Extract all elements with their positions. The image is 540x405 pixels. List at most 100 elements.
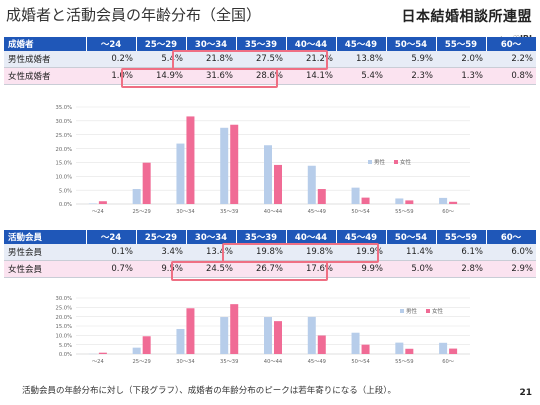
column-header: 25～29: [136, 230, 187, 244]
bar-female: [142, 336, 151, 354]
y-tick-label: 30.0%: [56, 296, 73, 302]
table-cell: 21.8%: [186, 51, 236, 68]
table-cell: 24.5%: [186, 260, 236, 278]
y-tick-label: 0.0%: [59, 352, 72, 358]
bar-female: [98, 352, 107, 354]
bar-female: [449, 348, 458, 354]
x-tick-label: 40～44: [264, 359, 283, 365]
bar-female: [186, 308, 195, 354]
married-age-bar-chart: 0.0% 5.0% 10.0% 15.0% 20.0% 25.0% 30.0% 35.0% ～2…: [56, 105, 470, 215]
married-age-table: 成婚者 ～24 25～29 30～34 35～39 40～44 45～49 50…: [4, 37, 537, 85]
table-cell: 9.5%: [136, 260, 186, 278]
column-header: 50～54: [386, 230, 437, 244]
y-tick-label: 0.0%: [59, 202, 72, 208]
x-tick-label: 30～34: [176, 209, 195, 215]
legend-label-female: 女性: [432, 307, 444, 315]
table-cell: 11.4%: [386, 244, 436, 261]
y-tick-label: 5.0%: [59, 188, 72, 194]
bar-male: [395, 342, 404, 354]
y-tick-label: 30.0%: [56, 119, 73, 125]
legend-swatch-male: [400, 309, 404, 313]
table-row-female: 女性会員 0.7% 9.5% 24.5% 26.7% 17.6% 9.9% 5.…: [4, 260, 536, 278]
x-tick-label: 45～49: [308, 359, 326, 365]
x-tick-label: 55～59: [395, 209, 413, 215]
bar-male: [439, 342, 448, 354]
bar-female: [317, 335, 326, 354]
table-cell: 26.7%: [236, 260, 286, 278]
table-cell: 9.9%: [336, 260, 386, 278]
table-cell: 31.6%: [186, 67, 236, 85]
table-cell: 19.8%: [236, 244, 286, 261]
bar-male: [351, 332, 360, 354]
table-cell: 0.8%: [486, 67, 536, 85]
column-header: 25～29: [136, 37, 187, 51]
bar-female: [449, 201, 458, 204]
bar-female: [142, 162, 151, 204]
table-cell: 27.5%: [236, 51, 286, 68]
table-cell: 5.9%: [386, 51, 436, 68]
y-tick-label: 5.0%: [59, 343, 72, 349]
bar-male: [88, 203, 97, 204]
legend-label-male: 男性: [374, 158, 386, 166]
legend-swatch-female: [394, 160, 398, 164]
page-number: 21: [519, 388, 532, 398]
table-cell: 0.7%: [86, 260, 136, 278]
y-tick-label: 15.0%: [56, 324, 73, 330]
x-tick-label: 35～39: [220, 209, 238, 215]
table-cell: 14.1%: [286, 67, 336, 85]
table-cell: 14.9%: [136, 67, 186, 85]
member-age-bar-chart: 0.0% 5.0% 10.0% 15.0% 20.0% 25.0% 30.0% ～24 25～2…: [56, 296, 470, 365]
table-cell: 6.1%: [436, 244, 486, 261]
column-header: 30～34: [186, 37, 237, 51]
bar-female: [274, 321, 282, 354]
bar-female: [230, 124, 239, 204]
x-tick-label: 60～: [442, 359, 454, 365]
column-header: 45～49: [336, 230, 387, 244]
logo-text: 日本結婚相談所連盟: [401, 9, 532, 25]
bar-male: [176, 143, 185, 204]
y-tick-label: 20.0%: [56, 147, 73, 153]
bar-male: [264, 145, 272, 204]
x-tick-label: 60～: [442, 209, 454, 215]
bar-female: [317, 189, 326, 204]
y-tick-label: 25.0%: [56, 306, 73, 312]
y-tick-label: 15.0%: [56, 161, 73, 167]
bar-female: [405, 348, 414, 354]
column-header: ～24: [86, 230, 137, 244]
table-cell: 19.8%: [286, 244, 336, 261]
bar-male: [395, 198, 404, 204]
table-cell: 2.0%: [436, 51, 486, 68]
table-cell: 2.9%: [486, 260, 536, 278]
table-header-label: 活動会員: [4, 230, 87, 244]
table-cell: 2.3%: [386, 67, 436, 85]
bar-male: [220, 317, 229, 354]
row-label: 男性成婚者: [4, 51, 86, 68]
table-cell: 17.6%: [286, 260, 336, 278]
table-row-female: 女性成婚者 1.0% 14.9% 31.6% 28.6% 14.1% 5.4% …: [4, 67, 536, 85]
table-cell: 13.8%: [336, 51, 386, 68]
bar-male: [132, 189, 141, 204]
page-title: 成婚者と活動会員の年齢分布（全国）: [6, 6, 262, 24]
column-header: 40～44: [286, 230, 337, 244]
x-tick-label: 25～29: [132, 359, 150, 365]
legend-swatch-male: [368, 160, 372, 164]
column-header: ～24: [86, 37, 137, 51]
bar-female: [274, 164, 282, 204]
bar-female: [230, 304, 239, 354]
legend-label-male: 男性: [406, 307, 418, 315]
bar-female: [405, 200, 414, 204]
table-cell: 1.0%: [86, 67, 136, 85]
bar-male: [264, 317, 272, 354]
bar-male: [220, 127, 229, 204]
column-header: 40～44: [286, 37, 337, 51]
row-label: 女性会員: [4, 260, 86, 278]
table-cell: 5.0%: [386, 260, 436, 278]
x-tick-label: 40～44: [264, 209, 283, 215]
table-cell: 2.8%: [436, 260, 486, 278]
x-tick-label: 50～54: [351, 359, 370, 365]
column-header: 55～59: [436, 37, 487, 51]
legend-label-female: 女性: [400, 158, 412, 166]
table-cell: 5.4%: [136, 51, 186, 68]
table-header-label: 成婚者: [4, 37, 87, 51]
table-cell: 3.4%: [136, 244, 186, 261]
